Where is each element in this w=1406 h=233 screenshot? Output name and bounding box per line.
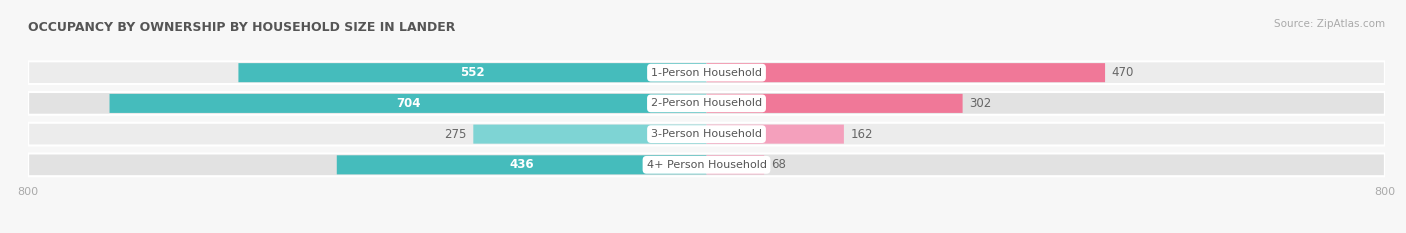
Text: 3-Person Household: 3-Person Household [651, 129, 762, 139]
Text: 4+ Person Household: 4+ Person Household [647, 160, 766, 170]
FancyBboxPatch shape [707, 94, 963, 113]
FancyBboxPatch shape [707, 125, 844, 144]
Text: 1-Person Household: 1-Person Household [651, 68, 762, 78]
FancyBboxPatch shape [707, 155, 765, 174]
Text: 2-Person Household: 2-Person Household [651, 98, 762, 108]
Text: 470: 470 [1112, 66, 1135, 79]
FancyBboxPatch shape [28, 61, 1385, 84]
FancyBboxPatch shape [28, 92, 1385, 115]
FancyBboxPatch shape [474, 125, 707, 144]
FancyBboxPatch shape [239, 63, 707, 82]
Text: 704: 704 [395, 97, 420, 110]
Text: 162: 162 [851, 128, 873, 141]
Text: 275: 275 [444, 128, 467, 141]
FancyBboxPatch shape [707, 63, 1105, 82]
Text: OCCUPANCY BY OWNERSHIP BY HOUSEHOLD SIZE IN LANDER: OCCUPANCY BY OWNERSHIP BY HOUSEHOLD SIZE… [28, 21, 456, 34]
Text: 68: 68 [770, 158, 786, 171]
FancyBboxPatch shape [337, 155, 707, 174]
Text: 436: 436 [509, 158, 534, 171]
Text: 552: 552 [460, 66, 485, 79]
Text: 302: 302 [969, 97, 991, 110]
Text: Source: ZipAtlas.com: Source: ZipAtlas.com [1274, 19, 1385, 29]
FancyBboxPatch shape [28, 154, 1385, 176]
FancyBboxPatch shape [110, 94, 707, 113]
FancyBboxPatch shape [28, 123, 1385, 145]
